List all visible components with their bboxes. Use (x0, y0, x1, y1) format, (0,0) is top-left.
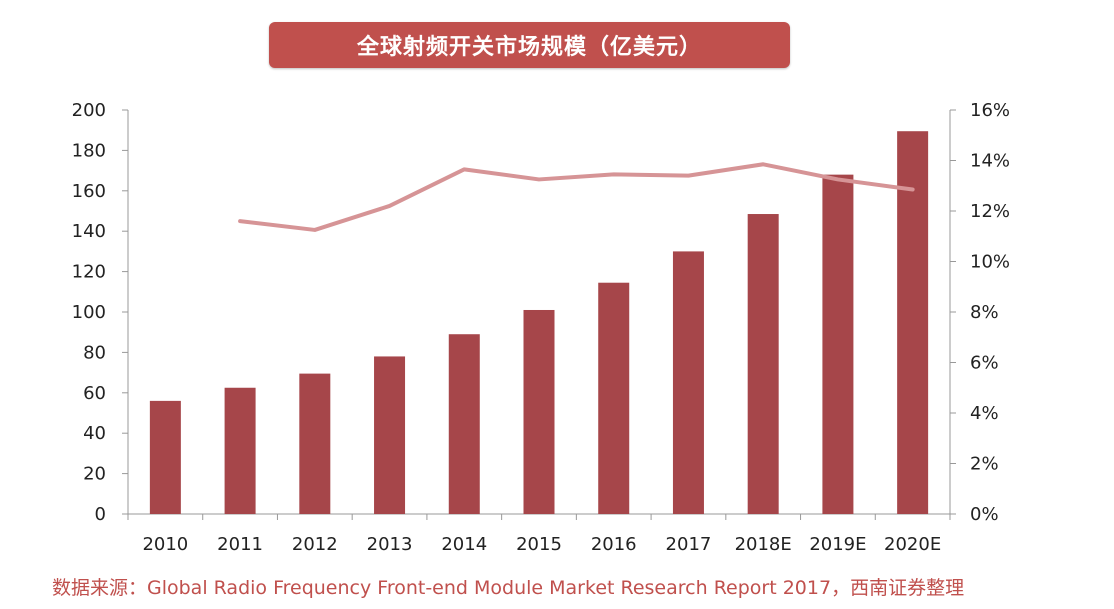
y-right-tick-label: 10% (970, 252, 1010, 273)
y-right-tick-label: 6% (970, 353, 999, 374)
y-right-tick-label: 14% (970, 151, 1010, 172)
x-tick-label: 2013 (367, 534, 413, 555)
x-tick-label: 2015 (516, 534, 562, 555)
bar (374, 356, 406, 514)
x-tick-label: 2012 (292, 534, 338, 555)
x-tick-label: 2018E (735, 534, 792, 555)
x-tick-label: 2019E (809, 534, 866, 555)
bar (523, 309, 555, 514)
bar (747, 214, 779, 514)
line-group (238, 162, 915, 232)
x-tick-label: 2016 (591, 534, 637, 555)
chart-title: 全球射频开关市场规模（亿美元） (356, 35, 702, 60)
y-left-tick-label: 40 (83, 423, 106, 444)
x-tick-label: 2010 (142, 534, 188, 555)
y-right-tick-label: 8% (970, 302, 999, 323)
y-left-tick-label: 180 (72, 140, 106, 161)
y-left-tick-label: 100 (72, 302, 106, 323)
x-tick-label: 2017 (666, 534, 712, 555)
y-right-tick-label: 2% (970, 454, 999, 475)
y-left-tick-label: 200 (72, 100, 106, 121)
bar (672, 251, 704, 514)
y-left-tick-label: 0 (95, 504, 106, 525)
bar (598, 282, 630, 514)
y-left-tick-label: 80 (83, 342, 106, 363)
bars-group (149, 131, 929, 514)
y-right-tick-label: 12% (970, 201, 1010, 222)
bar (149, 400, 181, 514)
chart-title-banner: 全球射频开关市场规模（亿美元） (269, 22, 790, 68)
bar (448, 334, 480, 514)
x-tick-label: 2011 (217, 534, 263, 555)
bar (299, 373, 331, 514)
y-left-tick-label: 140 (72, 221, 106, 242)
y-left-tick-label: 60 (83, 383, 106, 404)
x-tick-label: 2014 (441, 534, 487, 555)
labels-group: 0 20 40 60 80 100 120 140 160 180 200 0% 2% 4% 6% 8% 10%… (72, 100, 1010, 555)
y-left-tick-label: 160 (72, 181, 106, 202)
x-tick-label: 2020E (884, 534, 941, 555)
y-right-tick-label: 0% (970, 504, 999, 525)
y-left-tick-label: 20 (83, 464, 106, 485)
bar (822, 174, 854, 514)
bar (897, 131, 929, 514)
y-right-tick-label: 4% (970, 403, 999, 424)
growth-line (238, 162, 915, 232)
bar (224, 387, 256, 514)
y-right-tick-label: 16% (970, 100, 1010, 121)
y-left-tick-label: 120 (72, 262, 106, 283)
source-note: 数据来源：Global Radio Frequency Front-end Mo… (52, 577, 965, 599)
